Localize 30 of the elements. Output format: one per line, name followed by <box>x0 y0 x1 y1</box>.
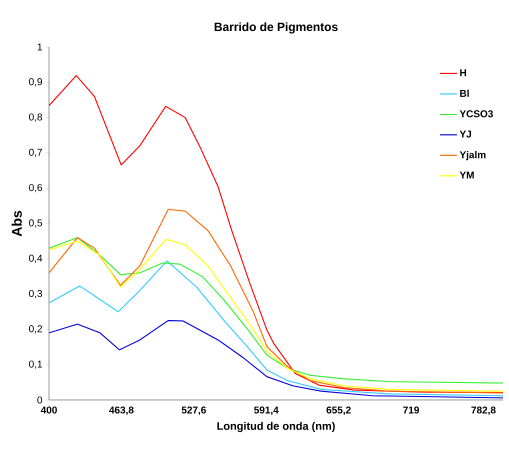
legend-label: H <box>460 69 466 76</box>
line-series <box>49 75 504 394</box>
legend-label: Yjalm <box>460 150 486 160</box>
y-tick-label: 0,5 <box>29 219 42 228</box>
x-tick-label: 400 <box>40 406 57 414</box>
y-tick-label: 0,4 <box>29 254 42 263</box>
chart-title: Barrido de Pigmentos <box>214 22 338 34</box>
x-tick-label: 463,8 <box>109 406 134 415</box>
x-axis-title: Longitud de onda (nm) <box>217 422 335 432</box>
line-series <box>49 208 504 394</box>
line-series <box>49 260 504 396</box>
x-tick-label: 782,8 <box>471 406 496 415</box>
x-tick-label: 591,4 <box>254 406 279 415</box>
x-tick-label: 655,2 <box>326 406 351 415</box>
legend-label: YCSO3 <box>460 110 493 118</box>
y-tick-label: 0,2 <box>29 325 42 334</box>
y-tick-label: 0,1 <box>29 360 42 369</box>
y-tick-label: 0,3 <box>29 290 42 298</box>
y-tick-label: 0,6 <box>29 184 42 192</box>
y-tick-label: 0,7 <box>29 148 42 158</box>
y-tick-label: 0,8 <box>29 113 42 122</box>
x-tick-label: 719 <box>403 406 420 414</box>
x-tick-label: 527,6 <box>182 406 206 415</box>
y-tick-label: 1 <box>38 44 42 50</box>
legend-label: YJ <box>460 130 472 138</box>
y-tick-label: 0,9 <box>29 78 42 86</box>
y-axis-title: Abs <box>12 210 22 236</box>
legend-label: Bl <box>460 90 469 97</box>
legend-label: YM <box>460 172 474 178</box>
y-tick-label: 0 <box>37 396 42 404</box>
